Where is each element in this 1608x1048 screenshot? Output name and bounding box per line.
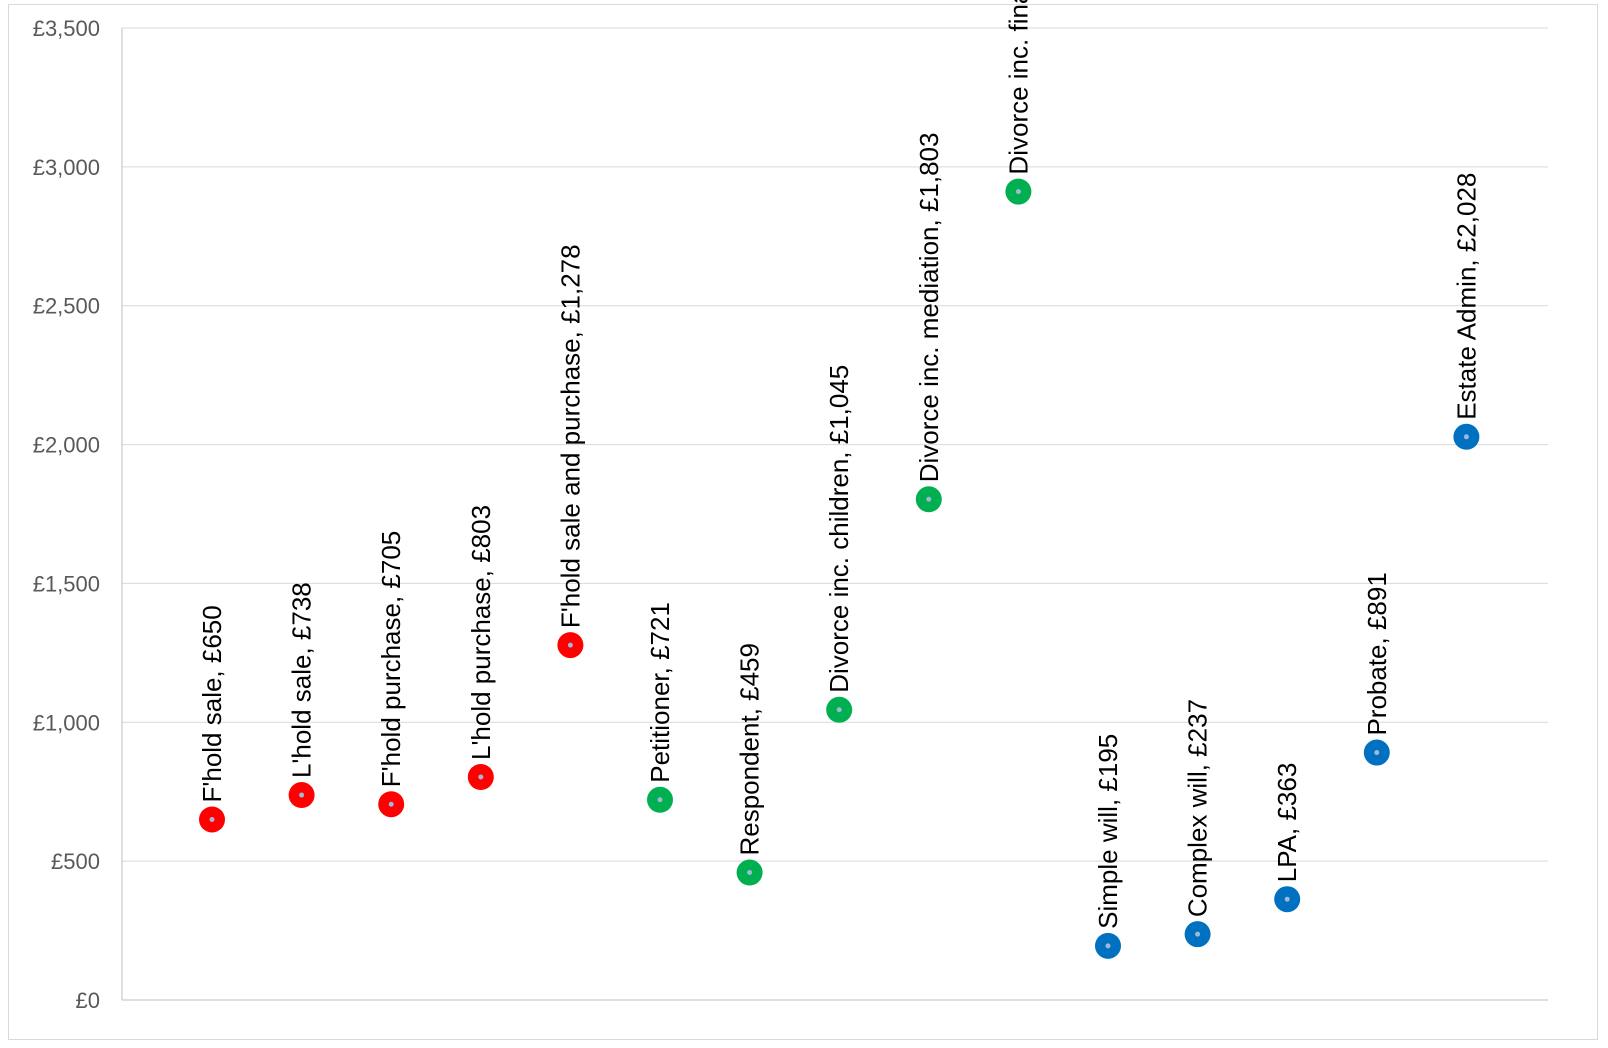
data-point-marker — [389, 802, 394, 807]
data-label: Respondent, £459 — [735, 643, 765, 856]
data-label: Complex will, £237 — [1183, 699, 1213, 917]
data-point-marker — [926, 497, 931, 502]
data-label: Divorce inc. finance, £2,911 — [1003, 0, 1033, 175]
data-point-marker — [478, 774, 483, 779]
y-tick-label: £3,500 — [33, 16, 100, 41]
data-labels: F'hold sale, £650 L'hold sale, £738 F'hold… — [197, 0, 1481, 929]
data-label: F'hold purchase, £705 — [376, 531, 406, 787]
data-label: Divorce inc. children, £1,045 — [824, 365, 854, 693]
y-tick-label: £1,000 — [33, 710, 100, 735]
data-point-marker — [299, 793, 304, 798]
data-label: L'hold purchase, £803 — [466, 505, 496, 760]
data-label: LPA, £363 — [1272, 763, 1302, 883]
data-label: L'hold sale, £738 — [287, 582, 317, 778]
data-label: Divorce inc. mediation, £1,803 — [914, 133, 944, 483]
data-label: Petitioner, £721 — [645, 602, 675, 783]
y-tick-label: £2,000 — [33, 433, 100, 458]
y-tick-label: £1,500 — [33, 571, 100, 596]
y-tick-label: £500 — [51, 849, 100, 874]
data-point-marker — [747, 870, 752, 875]
data-label: Simple will, £195 — [1093, 734, 1123, 929]
data-point-marker — [1106, 943, 1111, 948]
data-label: Probate, £891 — [1362, 572, 1392, 735]
y-tick-label: £3,000 — [33, 155, 100, 180]
data-point-marker — [1285, 897, 1290, 902]
data-label: F'hold sale and purchase, £1,278 — [555, 244, 585, 628]
data-point-marker — [1016, 189, 1021, 194]
y-tick-label: £0 — [76, 988, 100, 1013]
y-tick-label: £2,500 — [33, 294, 100, 319]
data-label: Estate Admin, £2,028 — [1451, 173, 1481, 420]
y-axis: £0 £500 £1,000 £1,500 £2,000 £2,500 £3,000 £3,5… — [33, 16, 1548, 1013]
data-label: F'hold sale, £650 — [197, 605, 227, 802]
data-point-marker — [568, 643, 573, 648]
data-point-marker — [1195, 932, 1200, 937]
data-point-marker — [1464, 434, 1469, 439]
data-point-marker — [658, 797, 663, 802]
data-point-marker — [210, 817, 215, 822]
data-point-marker — [837, 707, 842, 712]
data-point-marker — [1374, 750, 1379, 755]
